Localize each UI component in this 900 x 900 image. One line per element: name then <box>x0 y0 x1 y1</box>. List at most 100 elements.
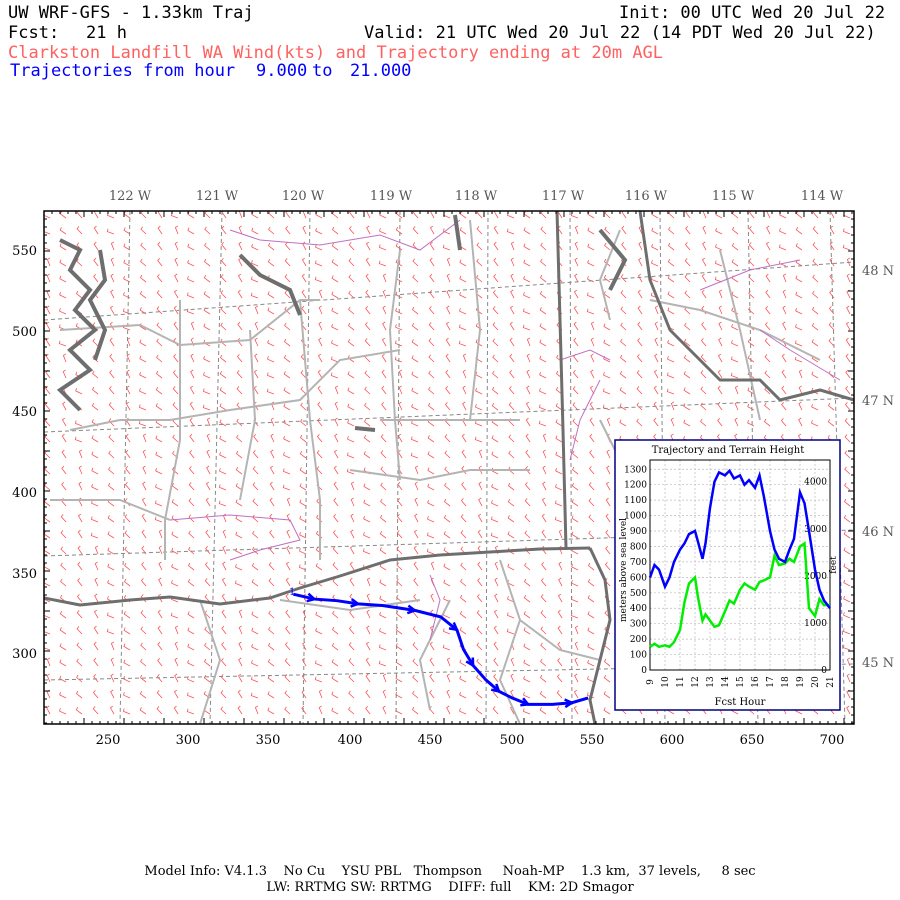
wind-barb <box>539 371 547 379</box>
wind-barb <box>539 323 547 331</box>
wind-barb <box>507 482 515 491</box>
wind-barb <box>620 274 627 283</box>
wind-barb <box>637 338 643 347</box>
wind-barb <box>106 228 115 235</box>
wind-barb <box>574 273 579 283</box>
wind-barb <box>366 609 371 619</box>
wind-barb <box>331 323 339 331</box>
wind-barb <box>205 513 211 523</box>
wind-barb <box>603 275 611 283</box>
river-line <box>569 379 601 461</box>
wind-barb <box>173 705 179 715</box>
wind-barb <box>219 387 227 395</box>
wind-barb <box>654 353 659 363</box>
wind-barb <box>795 307 803 315</box>
wind-barb <box>379 579 387 587</box>
wind-barb <box>379 547 387 555</box>
wind-barb <box>782 273 787 283</box>
wind-barb <box>413 577 419 587</box>
pend-oreille <box>598 228 628 291</box>
wind-barb <box>573 337 579 347</box>
wind-barb <box>142 433 147 443</box>
wind-barb <box>795 243 803 251</box>
wind-barb <box>492 706 499 715</box>
wind-barb <box>395 307 403 315</box>
x-tick-label: 650 <box>740 733 765 748</box>
wind-barb <box>77 578 83 587</box>
wind-barb <box>267 339 275 347</box>
wind-barb <box>187 211 195 219</box>
wind-barb <box>77 545 83 555</box>
wind-barb <box>412 626 419 635</box>
wind-barb <box>61 482 67 491</box>
wind-barb <box>365 273 371 283</box>
wind-barb <box>604 226 611 235</box>
inset-y-tick-label: 100 <box>630 651 647 661</box>
wind-barb <box>653 401 659 411</box>
inset-y-tick-label: 900 <box>630 527 647 537</box>
trajectory-height-series <box>648 468 831 609</box>
wind-barb <box>315 611 323 619</box>
wind-barb <box>461 433 467 443</box>
wind-barb <box>620 290 627 299</box>
wind-barb <box>238 609 243 619</box>
wind-barb <box>844 482 851 491</box>
wind-barb <box>526 337 531 347</box>
lon-label: 114 W <box>801 189 844 204</box>
wind-barb <box>446 257 451 267</box>
wind-barb <box>477 578 483 587</box>
wind-barb <box>798 417 803 427</box>
wind-barb <box>155 435 163 443</box>
wind-barb <box>76 626 83 635</box>
wind-barb <box>714 276 723 283</box>
wind-barb <box>459 659 467 667</box>
wind-barb <box>590 369 595 379</box>
wind-barb <box>812 290 819 299</box>
wind-barb <box>538 420 547 427</box>
wind-barb <box>651 227 659 235</box>
wind-barb <box>443 515 451 523</box>
wind-barb <box>619 403 627 411</box>
wind-barb <box>187 562 195 571</box>
wind-barb <box>747 355 755 363</box>
wind-barb <box>846 273 851 283</box>
wind-barb <box>61 449 67 459</box>
wind-barb <box>331 691 339 699</box>
wind-barb <box>93 211 99 219</box>
wind-barb <box>108 434 115 443</box>
wind-barb <box>444 450 451 459</box>
wind-barb <box>539 691 547 699</box>
wind-barb <box>429 257 435 267</box>
wind-barb <box>366 577 371 587</box>
wind-barb <box>155 467 163 475</box>
wind-barb <box>620 322 627 331</box>
wind-barb <box>443 547 451 555</box>
wind-barb <box>525 466 531 475</box>
wind-barb <box>365 641 371 651</box>
wind-barb <box>171 466 179 475</box>
wind-barb <box>315 660 323 667</box>
wind-barb <box>283 419 291 427</box>
wind-barb <box>349 561 355 571</box>
wind-barb <box>173 289 179 299</box>
wind-barb <box>283 468 291 475</box>
wind-barb <box>620 306 627 315</box>
wind-barb <box>363 435 371 443</box>
wind-barb <box>587 627 595 635</box>
y-tick-label: 400 <box>12 486 37 501</box>
wind-barb <box>571 466 579 475</box>
wind-barb <box>427 467 435 475</box>
wind-barb <box>685 211 691 219</box>
wind-barb <box>475 339 483 347</box>
lat-labels: 48 N 47 N 46 N 45 N <box>862 264 894 671</box>
wind-barb <box>460 530 467 539</box>
wind-barb <box>571 531 579 539</box>
wind-barb <box>509 353 515 363</box>
wind-barb <box>588 530 595 539</box>
wind-barb <box>334 417 339 427</box>
puget-coast <box>87 249 108 361</box>
wind-barb <box>476 226 483 235</box>
wind-barb <box>459 708 467 715</box>
wind-barb <box>539 339 547 347</box>
wind-barb <box>318 321 323 331</box>
